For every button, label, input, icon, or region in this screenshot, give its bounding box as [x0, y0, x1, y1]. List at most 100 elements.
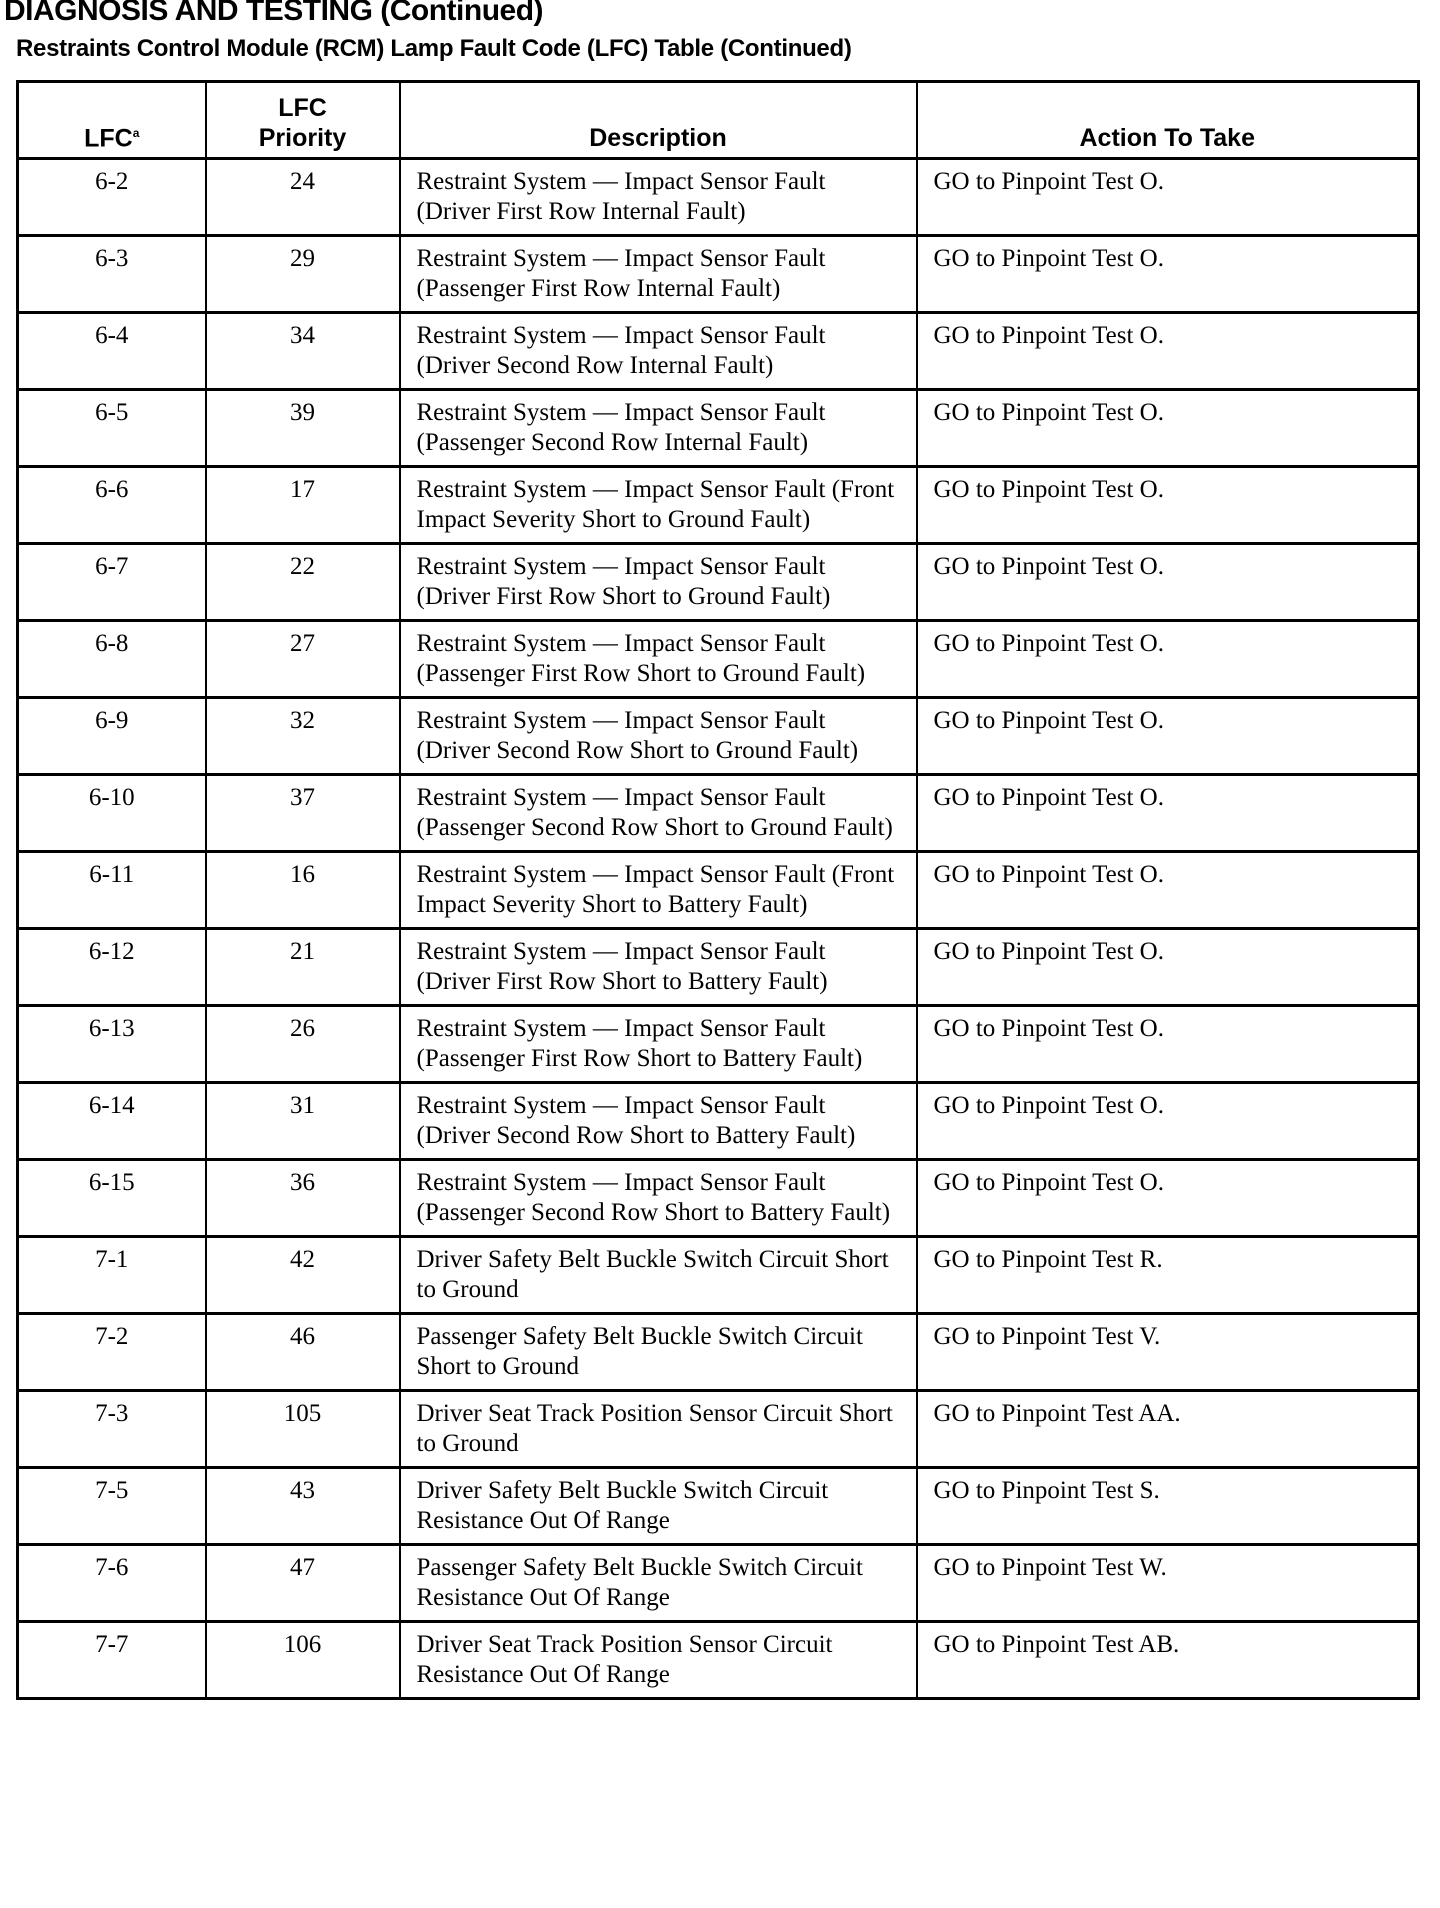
priority-cell: 37 — [204, 774, 401, 853]
description-cell: Restraint System — Impact Sensor Fault (… — [398, 466, 918, 545]
lfc-cell: 6-13 — [16, 1005, 207, 1084]
action-cell: GO to Pinpoint Test O. — [915, 697, 1420, 776]
description-cell: Restraint System — Impact Sensor Fault (… — [398, 312, 918, 391]
action-cell: GO to Pinpoint Test O. — [915, 774, 1420, 853]
priority-cell: 32 — [204, 697, 401, 776]
header-action: Action To Take — [915, 81, 1420, 160]
action-cell: GO to Pinpoint Test O. — [915, 1159, 1420, 1238]
table-row: 6-5 39 Restraint System — Impact Sensor Fa… — [16, 389, 1420, 468]
lfc-table: LFCa LFC Priority Description Action To T… — [16, 80, 1420, 1700]
table-row: 6-14 31 Restraint System — Impact Sensor F… — [16, 1082, 1420, 1161]
description-cell: Restraint System — Impact Sensor Fault (… — [398, 235, 918, 314]
lfc-cell: 7-3 — [16, 1390, 207, 1469]
lfc-cell: 6-9 — [16, 697, 207, 776]
action-cell: GO to Pinpoint Test O. — [915, 928, 1420, 1007]
table-row: 6-9 32 Restraint System — Impact Sensor Fa… — [16, 697, 1420, 776]
description-cell: Driver Safety Belt Buckle Switch Circuit… — [398, 1236, 918, 1315]
priority-cell: 29 — [204, 235, 401, 314]
table-row: 7-6 47 Passenger Safety Belt Buckle Switch… — [16, 1544, 1420, 1623]
action-cell: GO to Pinpoint Test O. — [915, 158, 1420, 237]
lfc-cell: 6-8 — [16, 620, 207, 699]
priority-cell: 34 — [204, 312, 401, 391]
table-title: Restraints Control Module (RCM) Lamp Fau… — [16, 35, 852, 62]
priority-cell: 27 — [204, 620, 401, 699]
lfc-cell: 6-2 — [16, 158, 207, 237]
priority-cell: 16 — [204, 851, 401, 930]
table-row: 6-3 29 Restraint System — Impact Sensor Fa… — [16, 235, 1420, 314]
table-row: 6-6 17 Restraint System — Impact Sensor Fa… — [16, 466, 1420, 545]
header-priority-line2: Priority — [258, 124, 347, 152]
priority-cell: 47 — [204, 1544, 401, 1623]
description-cell: Restraint System — Impact Sensor Fault (… — [398, 1159, 918, 1238]
action-cell: GO to Pinpoint Test O. — [915, 543, 1420, 622]
priority-cell: 22 — [204, 543, 401, 622]
priority-cell: 31 — [204, 1082, 401, 1161]
description-cell: Passenger Safety Belt Buckle Switch Circ… — [398, 1313, 918, 1392]
priority-cell: 105 — [204, 1390, 401, 1469]
table-row: 6-12 21 Restraint System — Impact Sensor F… — [16, 928, 1420, 1007]
action-cell: GO to Pinpoint Test O. — [915, 1082, 1420, 1161]
lfc-cell: 6-10 — [16, 774, 207, 853]
description-cell: Restraint System — Impact Sensor Fault (… — [398, 158, 918, 237]
lfc-cell: 6-7 — [16, 543, 207, 622]
action-cell: GO to Pinpoint Test S. — [915, 1467, 1420, 1546]
header-lfc: LFCa — [16, 81, 207, 160]
description-cell: Restraint System — Impact Sensor Fault (… — [398, 543, 918, 622]
header-lfc-priority: LFC Priority — [204, 81, 401, 160]
priority-cell: 42 — [204, 1236, 401, 1315]
table-row: 6-11 16 Restraint System — Impact Sensor F… — [16, 851, 1420, 930]
lfc-cell: 6-4 — [16, 312, 207, 391]
description-cell: Restraint System — Impact Sensor Fault (… — [398, 1005, 918, 1084]
priority-cell: 43 — [204, 1467, 401, 1546]
description-cell: Driver Seat Track Position Sensor Circui… — [398, 1390, 918, 1469]
description-cell: Driver Safety Belt Buckle Switch Circuit… — [398, 1467, 918, 1546]
action-cell: GO to Pinpoint Test O. — [915, 389, 1420, 468]
lfc-cell: 7-7 — [16, 1621, 207, 1700]
lfc-cell: 6-12 — [16, 928, 207, 1007]
table-row: 6-4 34 Restraint System — Impact Sensor Fa… — [16, 312, 1420, 391]
table-row: 7-2 46 Passenger Safety Belt Buckle Switch… — [16, 1313, 1420, 1392]
table-row: 7-5 43 Driver Safety Belt Buckle Switch Ci… — [16, 1467, 1420, 1546]
action-cell: GO to Pinpoint Test O. — [915, 235, 1420, 314]
action-cell: GO to Pinpoint Test O. — [915, 466, 1420, 545]
table-row: 6-7 22 Restraint System — Impact Sensor Fa… — [16, 543, 1420, 622]
action-cell: GO to Pinpoint Test R. — [915, 1236, 1420, 1315]
description-cell: Driver Seat Track Position Sensor Circui… — [398, 1621, 918, 1700]
header-lfc-label: LFC — [84, 124, 133, 152]
description-cell: Restraint System — Impact Sensor Fault (… — [398, 851, 918, 930]
lfc-cell: 6-15 — [16, 1159, 207, 1238]
description-cell: Restraint System — Impact Sensor Fault (… — [398, 620, 918, 699]
description-cell: Passenger Safety Belt Buckle Switch Circ… — [398, 1544, 918, 1623]
table-row: 6-15 36 Restraint System — Impact Sensor F… — [16, 1159, 1420, 1238]
lfc-cell: 6-5 — [16, 389, 207, 468]
action-cell: GO to Pinpoint Test O. — [915, 620, 1420, 699]
table-row: 6-10 37 Restraint System — Impact Sensor F… — [16, 774, 1420, 853]
lfc-cell: 6-14 — [16, 1082, 207, 1161]
priority-cell: 17 — [204, 466, 401, 545]
lfc-cell: 7-6 — [16, 1544, 207, 1623]
priority-cell: 106 — [204, 1621, 401, 1700]
priority-cell: 24 — [204, 158, 401, 237]
description-cell: Restraint System — Impact Sensor Fault (… — [398, 697, 918, 776]
description-cell: Restraint System — Impact Sensor Fault (… — [398, 1082, 918, 1161]
lfc-cell: 7-2 — [16, 1313, 207, 1392]
lfc-cell: 7-1 — [16, 1236, 207, 1315]
table-row: 7-7 106 Driver Seat Track Position Sensor … — [16, 1621, 1420, 1700]
action-cell: GO to Pinpoint Test O. — [915, 1005, 1420, 1084]
priority-cell: 39 — [204, 389, 401, 468]
action-cell: GO to Pinpoint Test AA. — [915, 1390, 1420, 1469]
lfc-cell: 7-5 — [16, 1467, 207, 1546]
table-header-row: LFCa LFC Priority Description Action To T… — [16, 81, 1420, 160]
priority-cell: 46 — [204, 1313, 401, 1392]
lfc-cell: 6-11 — [16, 851, 207, 930]
table-row: 6-8 27 Restraint System — Impact Sensor Fa… — [16, 620, 1420, 699]
description-cell: Restraint System — Impact Sensor Fault (… — [398, 774, 918, 853]
footnote-marker: a — [132, 125, 140, 140]
lfc-cell: 6-3 — [16, 235, 207, 314]
priority-cell: 36 — [204, 1159, 401, 1238]
page-title: DIAGNOSIS AND TESTING (Continued) — [4, 0, 544, 27]
action-cell: GO to Pinpoint Test V. — [915, 1313, 1420, 1392]
priority-cell: 21 — [204, 928, 401, 1007]
lfc-cell: 6-6 — [16, 466, 207, 545]
action-cell: GO to Pinpoint Test O. — [915, 312, 1420, 391]
